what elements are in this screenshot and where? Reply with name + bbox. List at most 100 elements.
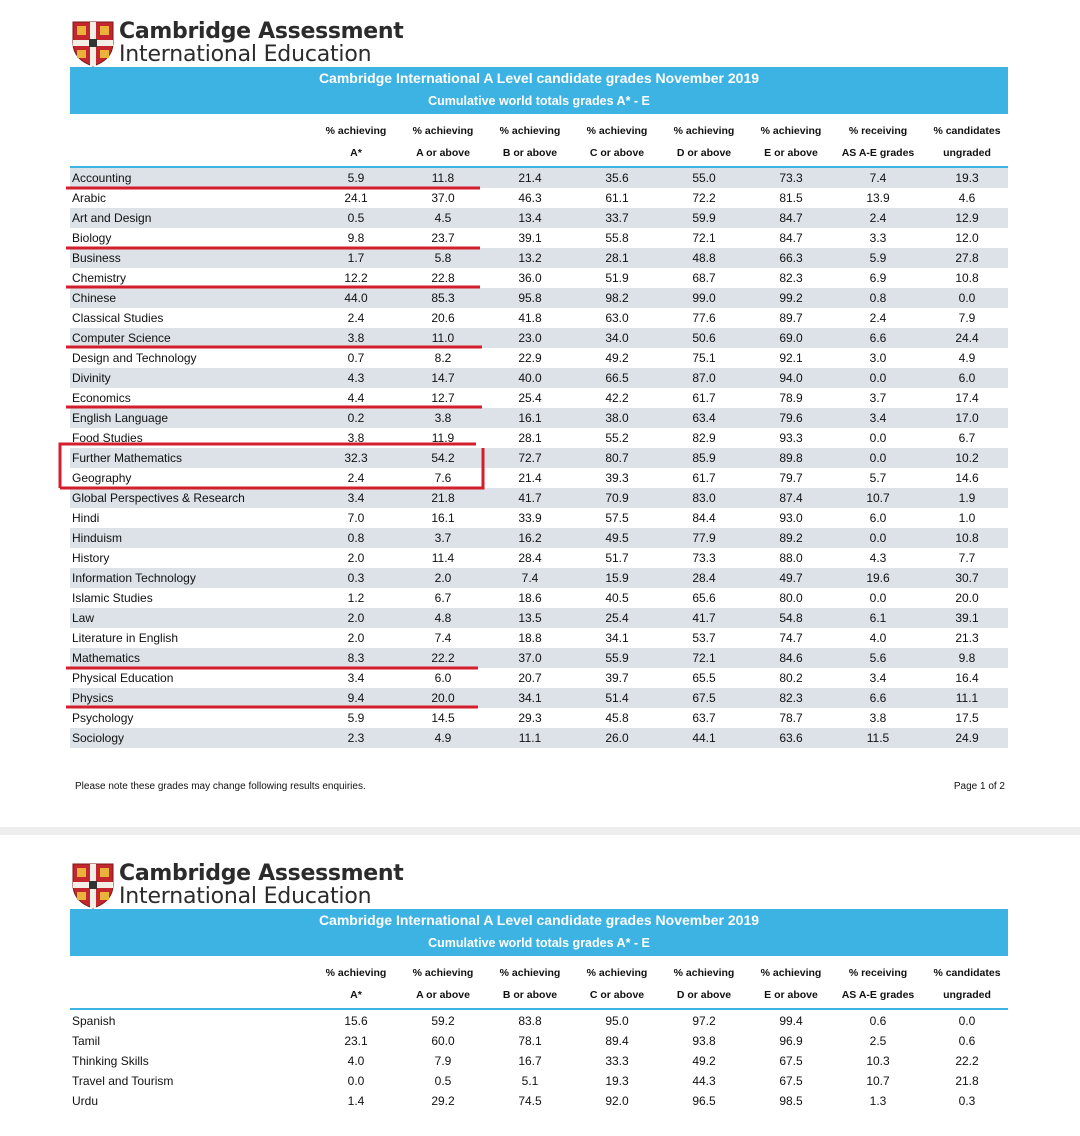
table-cell: 94.0 [779,371,803,385]
table-row: Design and Technology 0.7 8.2 22.9 49.2 75.1 9… [70,348,1008,368]
table-cell: 4.3 [869,551,887,565]
column-header: A or above [416,147,470,159]
subject-name: Physics [72,691,114,705]
table-cell: 14.7 [431,371,455,385]
column-header: % achieving [499,967,561,979]
table-cell: 25.4 [518,391,542,405]
table-cell: 23.0 [518,331,542,345]
subject-name: Biology [72,231,112,245]
table-cell: 5.9 [347,711,365,725]
table-cell: 34.0 [605,331,629,345]
table-row: Mathematics 8.3 22.2 37.0 55.9 72.1 84.6 5.6 9.8 [70,648,1008,668]
subject-name: Further Mathematics [72,451,183,465]
table-cell: 4.0 [869,631,887,645]
column-header: C or above [589,147,645,159]
table-cell: 3.8 [434,411,452,425]
table-cell: 65.5 [692,671,716,685]
column-header: % achieving [760,967,822,979]
table-cell: 0.0 [347,1074,365,1088]
table-cell: 44.0 [344,291,368,305]
table-cell: 2.5 [869,1034,887,1048]
table-cell: 2.0 [347,631,365,645]
table-cell: 41.8 [518,311,542,325]
table-row: Divinity 4.3 14.7 40.0 66.5 87.0 94.0 0.0 6.0 [70,368,1008,388]
table-cell: 85.3 [431,291,455,305]
table-cell: 72.1 [692,651,716,665]
table-cell: 35.6 [605,171,629,185]
subject-name: Art and Design [72,211,152,225]
table-row: Urdu 1.4 29.2 74.5 92.0 96.5 98.5 1.3 0.3 [70,1091,1008,1111]
table-cell: 20.7 [518,671,542,685]
table-cell: 72.7 [518,451,542,465]
column-header: AS A-E grades [841,989,915,1001]
table-cell: 40.0 [518,371,542,385]
table-cell: 73.3 [692,551,716,565]
logo-text: Cambridge Assessment [119,19,404,44]
table-row: Accounting 5.9 11.8 21.4 35.6 55.0 73.3 7.4 19.3 [70,168,1008,188]
subject-name: Chemistry [72,271,127,285]
table-cell: 88.0 [779,551,803,565]
subtitle: Cumulative world totals grades A* - E [428,94,650,108]
table-cell: 61.1 [605,191,629,205]
table-cell: 36.0 [518,271,542,285]
table-cell: 27.8 [955,251,979,265]
table-cell: 0.3 [347,571,365,585]
table-row: Psychology 5.9 14.5 29.3 45.8 63.7 78.7 3.8 17.5 [70,708,1008,728]
table-cell: 10.2 [955,451,979,465]
table-cell: 63.6 [779,731,803,745]
table-cell: 16.2 [518,531,542,545]
table-cell: 6.6 [869,691,887,705]
title: Cambridge International A Level candidat… [318,70,760,86]
subject-name: Food Studies [72,431,143,445]
table-cell: 6.1 [869,611,887,625]
table-cell: 70.9 [605,491,629,505]
table-cell: 68.7 [692,271,716,285]
table-cell: 78.9 [779,391,803,405]
table-cell: 38.0 [605,411,629,425]
table-cell: 16.1 [431,511,455,525]
table-cell: 19.3 [955,171,979,185]
table-cell: 84.7 [779,231,803,245]
table-cell: 93.3 [779,431,803,445]
subject-name: Tamil [72,1034,101,1048]
table-cell: 54.2 [431,451,455,465]
table-cell: 0.5 [347,211,365,225]
table-cell: 21.4 [518,471,542,485]
table-cell: 13.5 [518,611,542,625]
subject-name: Business [72,251,121,265]
table-cell: 72.2 [692,191,716,205]
table-cell: 9.4 [347,691,365,705]
table-cell: 0.0 [869,431,887,445]
column-header: % achieving [673,967,735,979]
table-cell: 0.0 [869,451,887,465]
table-cell: 1.0 [958,511,976,525]
title-band [70,67,1008,114]
table-cell: 6.7 [434,591,452,605]
table-cell: 53.7 [692,631,716,645]
table-cell: 55.2 [605,431,629,445]
table-cell: 0.0 [869,531,887,545]
table-cell: 51.9 [605,271,629,285]
table-cell: 0.8 [347,531,365,545]
table-cell: 99.0 [692,291,716,305]
column-header: E or above [764,147,818,159]
column-header: % achieving [499,125,561,137]
subject-name: Information Technology [72,571,196,585]
table-cell: 11.5 [866,731,890,745]
subject-name: Travel and Tourism [72,1074,174,1088]
table-cell: 0.0 [869,591,887,605]
table-cell: 33.9 [518,511,542,525]
column-header: B or above [502,147,558,159]
table-row: Sociology 2.3 4.9 11.1 26.0 44.1 63.6 11.5 24.9 [70,728,1008,748]
table-cell: 1.4 [347,1094,365,1108]
subject-name: Spanish [72,1014,116,1028]
table-cell: 25.4 [605,611,629,625]
table-cell: 10.7 [866,1074,890,1088]
table-cell: 21.8 [955,1074,979,1088]
table-cell: 13.4 [518,211,542,225]
table-cell: 39.3 [605,471,629,485]
table-cell: 32.3 [344,451,368,465]
table-cell: 29.3 [518,711,542,725]
table-cell: 19.6 [866,571,890,585]
table-cell: 17.4 [955,391,979,405]
